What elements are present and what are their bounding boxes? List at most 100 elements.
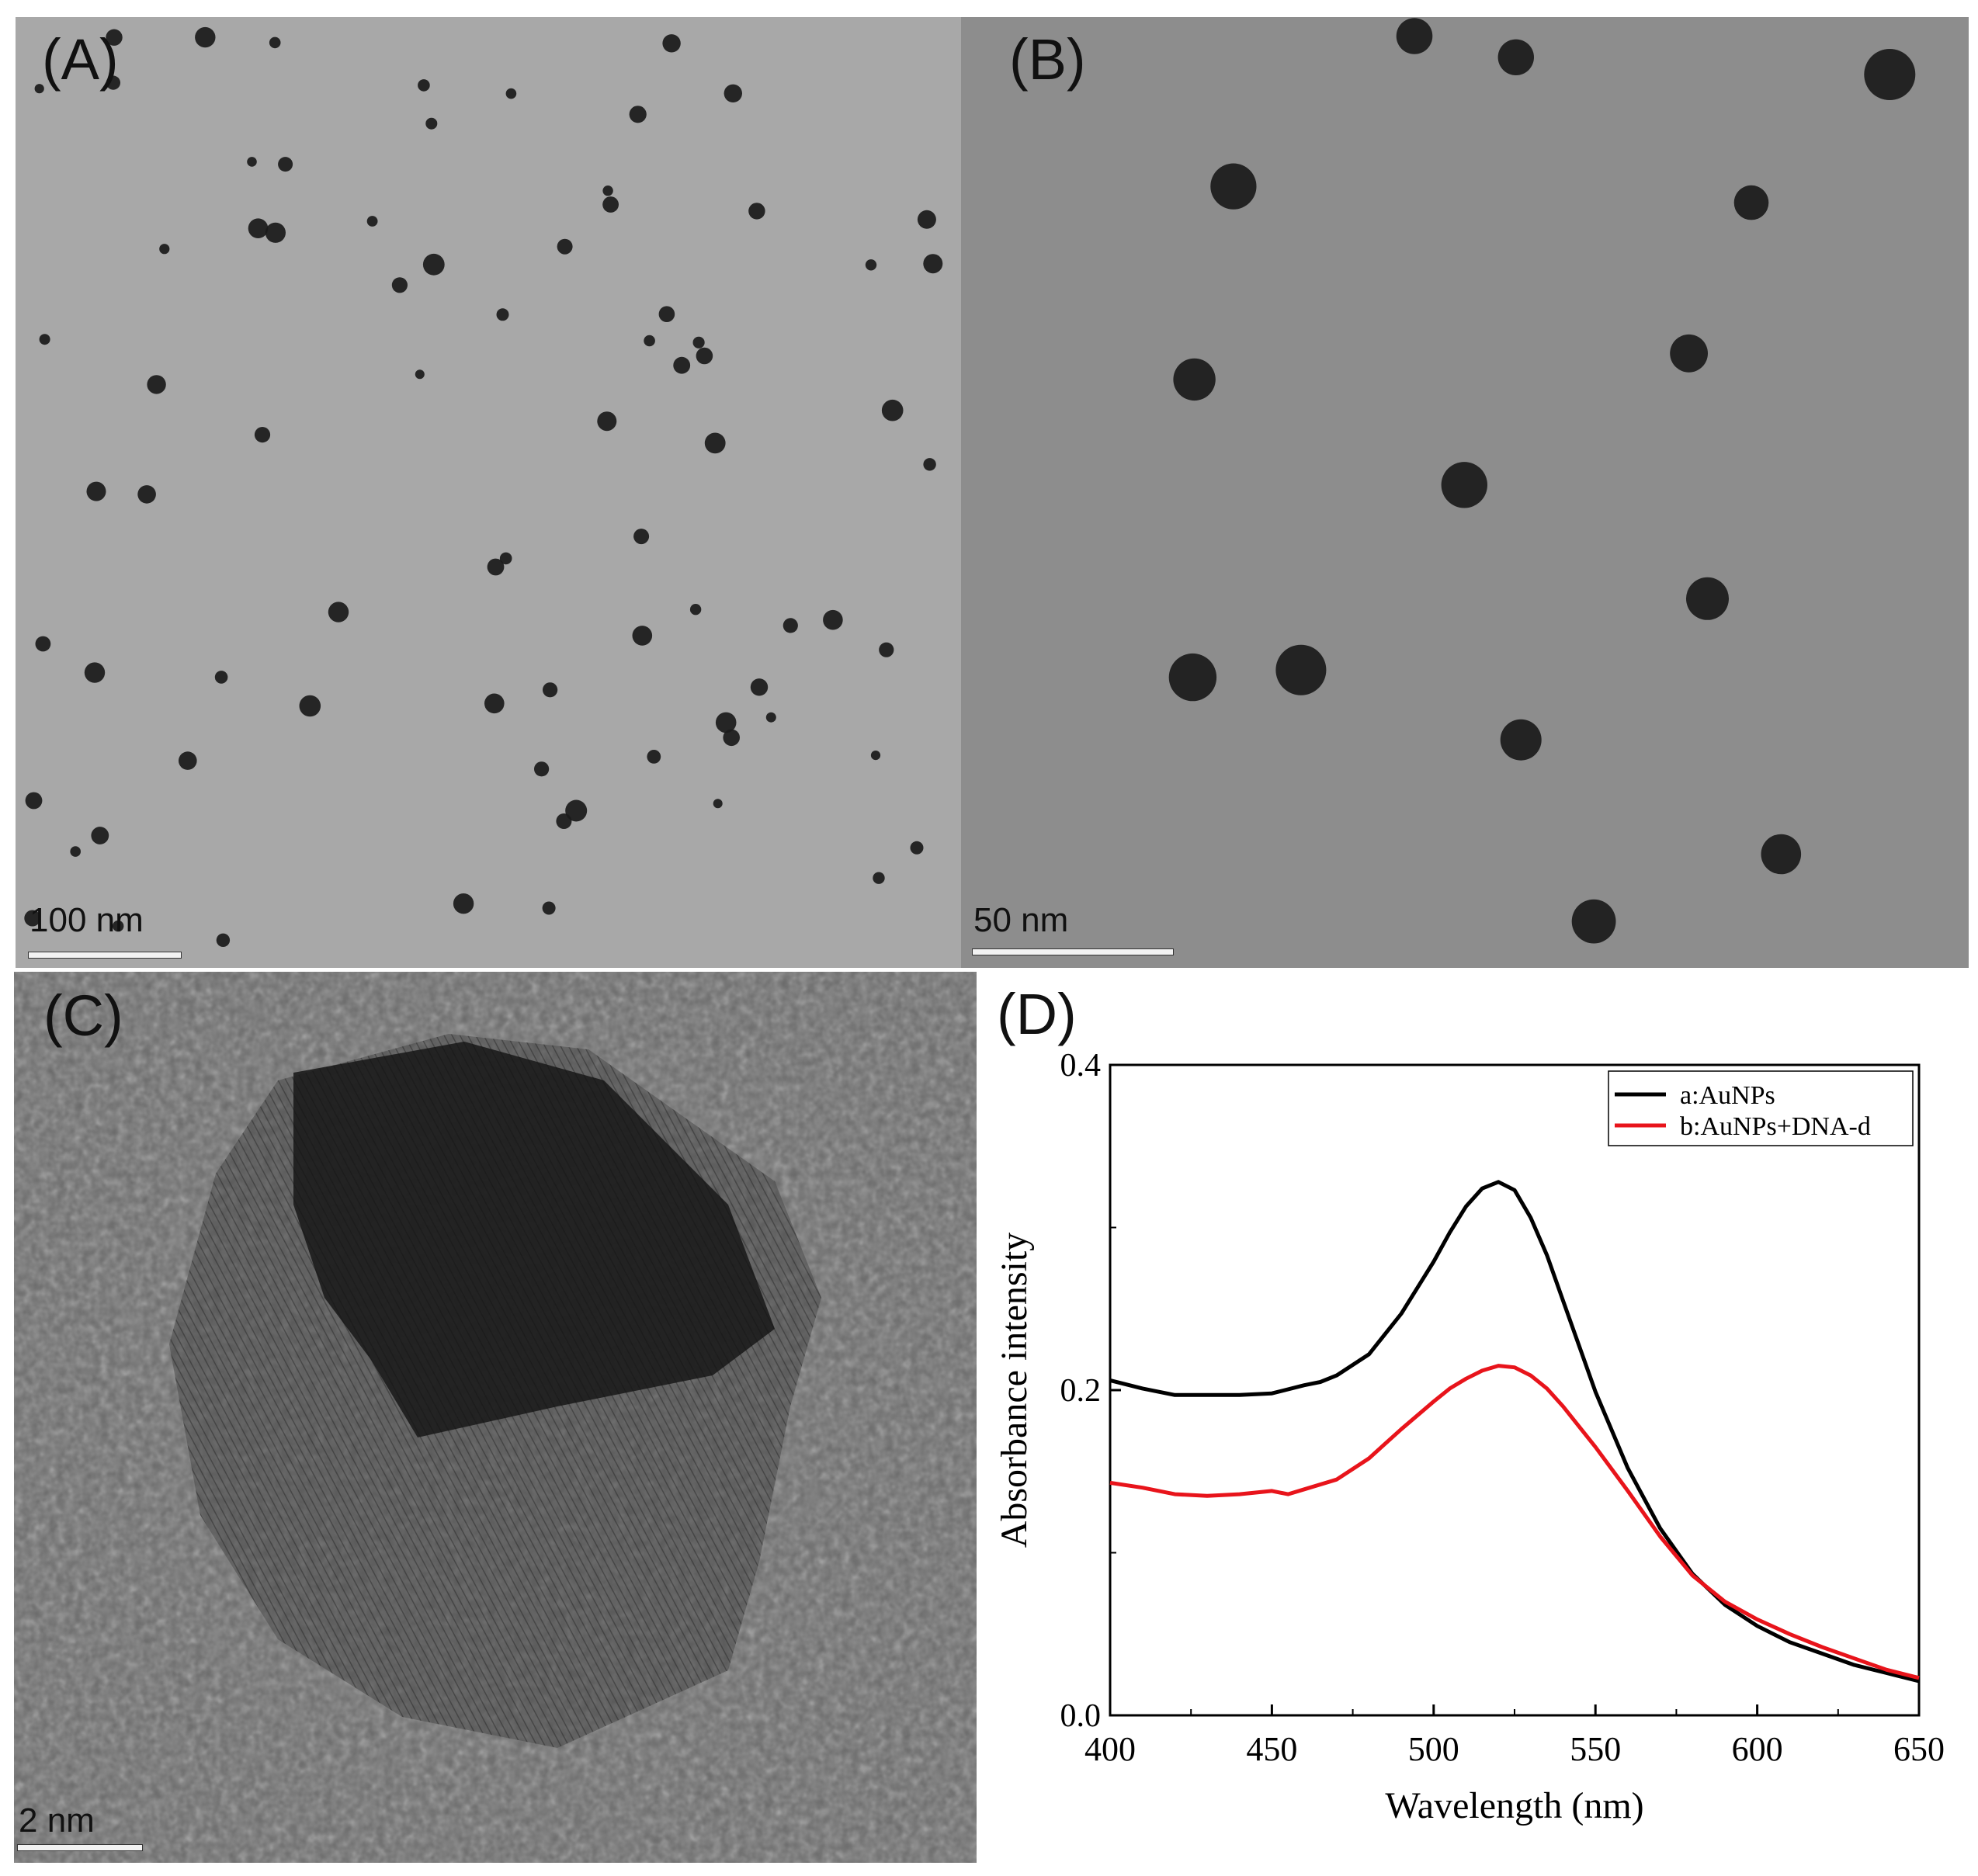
nanoparticle (662, 34, 681, 53)
x-tick-label: 450 (1246, 1730, 1297, 1768)
nanoparticle (216, 933, 231, 948)
nanoparticle (214, 671, 228, 684)
nanoparticle (556, 813, 572, 829)
panel-label-c: (C) (43, 983, 123, 1048)
nanoparticle (1500, 719, 1542, 761)
tem-micrograph-a (16, 17, 961, 968)
plot-frame (1109, 1063, 1921, 1717)
nanoparticle (881, 399, 904, 421)
nanoparticle (1168, 653, 1217, 702)
nanoparticle (106, 75, 120, 90)
nanoparticle (1441, 462, 1487, 508)
tem-image-panel-a: (A) 100 nm (16, 17, 961, 968)
x-tick-label: 500 (1408, 1730, 1459, 1768)
nanoparticle (70, 846, 81, 857)
nanoparticle (750, 678, 769, 696)
nanoparticle (865, 259, 877, 271)
nanoparticle (910, 841, 924, 855)
legend-label: b:AuNPs+DNA-d (1680, 1112, 1871, 1141)
nanoparticle (873, 872, 885, 884)
nanoparticle (391, 277, 408, 293)
panel-label-d: (D) (997, 982, 1077, 1046)
nanoparticle (1686, 577, 1729, 620)
nanoparticle (25, 792, 43, 810)
scale-bar-label-c: 2 nm (19, 1801, 95, 1840)
nanoparticle (1670, 334, 1708, 373)
nanoparticle (565, 799, 588, 822)
nanoparticle (823, 609, 843, 630)
nanoparticle (91, 827, 109, 844)
nanoparticle (415, 369, 425, 380)
nanoparticle (658, 306, 675, 323)
nanoparticle (265, 222, 286, 243)
nanoparticle (453, 893, 474, 914)
x-tick-label: 550 (1570, 1730, 1621, 1768)
absorbance-spectrum-chart: 400 450 500 550 600 650 0.0 0.2 0.4 Wavelength (n… (994, 1048, 1945, 1826)
nanoparticle (106, 29, 123, 46)
nanoparticle (278, 157, 293, 172)
nanoparticle (917, 210, 936, 229)
nanoparticle (923, 458, 936, 471)
nanoparticle (505, 88, 517, 99)
hrtem-image-panel-c: (C) 2 nm (14, 972, 977, 1863)
nanoparticle (366, 216, 378, 227)
nanoparticle (557, 238, 573, 255)
x-axis-label: Wavelength (nm) (1385, 1785, 1643, 1826)
nanoparticle (696, 347, 713, 365)
nanoparticle (159, 244, 170, 255)
nanoparticle (269, 36, 281, 49)
nanoparticle (692, 336, 705, 348)
nanoparticle (689, 604, 702, 616)
nanoparticle (748, 203, 765, 220)
nanoparticle (597, 411, 617, 432)
nanoparticle (328, 602, 349, 622)
nanoparticle (84, 662, 106, 683)
nanoparticle (1733, 185, 1769, 220)
y-tick-label: 0.2 (1060, 1373, 1102, 1409)
nanoparticle (1396, 18, 1433, 54)
nanoparticle (647, 750, 661, 764)
x-tick-label: 600 (1732, 1730, 1783, 1768)
series-line-aunps (1109, 1180, 1920, 1684)
nanoparticle (724, 84, 742, 102)
y-tick-label: 0.0 (1060, 1698, 1102, 1734)
nanoparticle (783, 618, 798, 633)
nanoparticle (629, 106, 647, 123)
nanoparticle (195, 26, 216, 48)
nanoparticle (1210, 163, 1257, 210)
nanoparticle (248, 218, 269, 239)
nanoparticle (543, 682, 558, 698)
nanoparticle (422, 253, 445, 276)
legend-label: a:AuNPs (1680, 1081, 1775, 1110)
nanoparticle (418, 79, 430, 92)
nanoparticle (633, 529, 650, 545)
nanoparticle (299, 695, 321, 717)
nanoparticle (879, 642, 894, 657)
y-axis-label: Absorbance intensity (994, 1233, 1035, 1548)
nanoparticle (39, 334, 50, 345)
series-line-aunps-dna-d (1109, 1364, 1920, 1680)
nanoparticle (704, 432, 726, 454)
nanoparticle (35, 636, 51, 652)
nanoparticle (602, 196, 619, 213)
nanoparticle (247, 157, 257, 167)
nanoparticle (644, 335, 655, 347)
nanoparticle (425, 117, 438, 130)
nanoparticle (24, 910, 41, 927)
scale-bar-c (17, 1844, 143, 1851)
scale-bar-label-a: 100 nm (29, 901, 144, 939)
nanoparticle (602, 186, 613, 196)
nanoparticle (713, 799, 723, 809)
nanoparticle (534, 761, 550, 777)
nanoparticle (715, 712, 737, 733)
hrtem-micrograph-c (14, 972, 977, 1863)
nanoparticle (673, 356, 691, 374)
nanoparticle (1497, 39, 1534, 75)
x-tick-label: 650 (1893, 1730, 1945, 1768)
scale-bar-b (972, 948, 1174, 955)
nanoparticle (487, 558, 505, 576)
nanoparticle (1761, 834, 1802, 875)
nanoparticle (542, 901, 556, 915)
nanoparticle (723, 729, 740, 747)
legend-box (1608, 1070, 1914, 1146)
